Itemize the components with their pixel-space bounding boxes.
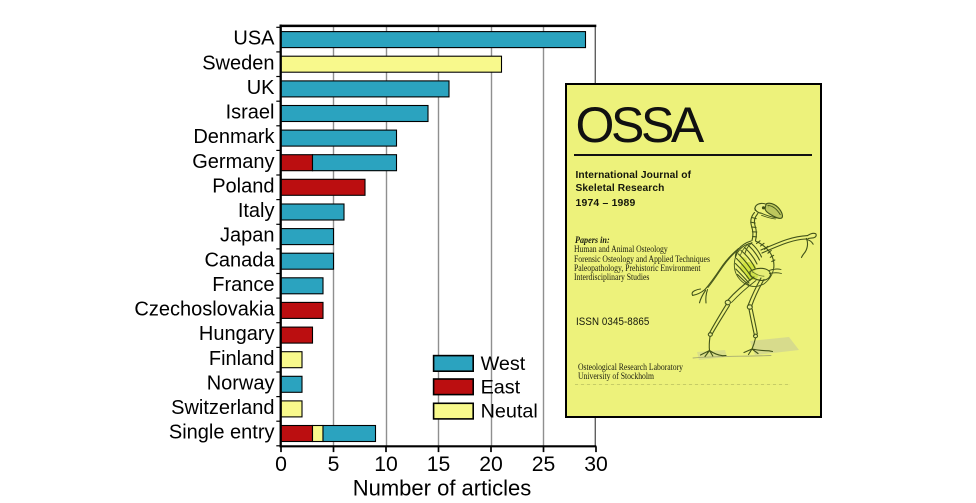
svg-text:Single entry: Single entry [169,422,275,444]
svg-text:Sweden: Sweden [202,52,274,74]
svg-text:Czechoslovakia: Czechoslovakia [134,299,275,321]
svg-text:Germany: Germany [192,151,274,173]
svg-text:Israel: Israel [226,102,275,124]
svg-text:Poland: Poland [212,175,274,197]
svg-text:Neutal: Neutal [481,401,538,423]
svg-text:USA: USA [233,28,275,50]
svg-text:10: 10 [374,453,398,476]
svg-text:Denmark: Denmark [193,126,275,148]
svg-text:Japan: Japan [220,225,275,247]
svg-text:East: East [481,376,521,398]
svg-text:Canada: Canada [204,249,275,271]
svg-text:Number of articles: Number of articles [353,475,532,500]
svg-text:UK: UK [247,77,275,99]
svg-text:0: 0 [275,453,287,476]
svg-text:20: 20 [479,453,503,476]
svg-text:Hungary: Hungary [199,323,275,345]
svg-text:Italy: Italy [238,200,275,222]
svg-text:5: 5 [328,453,340,476]
svg-text:Switzerland: Switzerland [171,397,274,419]
svg-text:30: 30 [584,453,608,476]
svg-text:25: 25 [532,453,556,476]
svg-text:15: 15 [427,453,451,476]
svg-text:France: France [212,274,274,296]
svg-text:Norway: Norway [207,372,275,394]
svg-text:Finland: Finland [209,348,275,370]
svg-text:West: West [481,353,526,375]
